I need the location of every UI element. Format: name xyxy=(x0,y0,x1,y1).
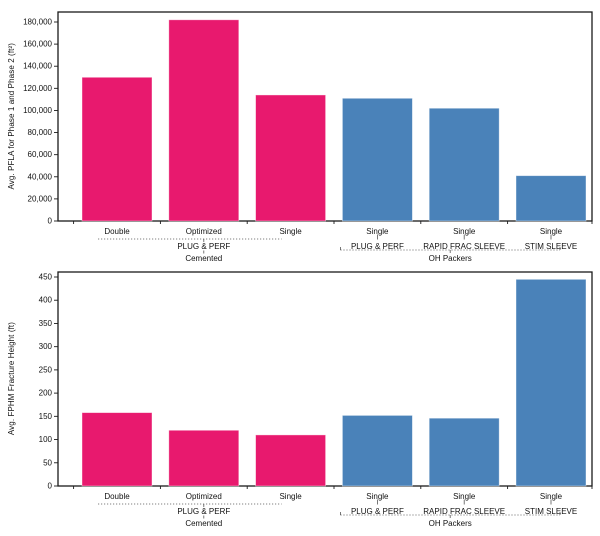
y-tick-label: 250 xyxy=(39,365,53,374)
x-category-label: Single xyxy=(279,227,302,236)
bar-single-3 xyxy=(341,97,413,222)
y-tick-label: 100 xyxy=(39,435,53,444)
x-category-label: Single xyxy=(366,492,389,501)
y-tick-label: 450 xyxy=(39,273,53,282)
y-tick-label: 200 xyxy=(39,389,53,398)
bar-single-2 xyxy=(255,434,327,487)
pfla-plot-area: 0 20,000 40,000 60,000 80,000 100,000 120,000 1… xyxy=(23,11,593,263)
x-category-label: Single xyxy=(453,492,476,501)
bar-double-0 xyxy=(81,412,153,487)
y-tick-label: 350 xyxy=(39,319,53,328)
x-completion-label-cemented: Cemented xyxy=(185,519,222,528)
bar-optimized-1 xyxy=(168,19,240,222)
bar-single-4 xyxy=(428,417,500,487)
bar-double-0 xyxy=(81,76,153,222)
bar-single-5 xyxy=(515,278,587,487)
x-system-label-rapid-frac-sleeve: RAPID FRAC SLEEVE xyxy=(423,507,505,516)
y-tick-label: 400 xyxy=(39,296,53,305)
x-category-label: Optimized xyxy=(186,492,222,501)
y-tick-label: 20,000 xyxy=(28,194,53,203)
y-tick-label: 50 xyxy=(43,458,52,467)
x-system-label-plug-perf: PLUG & PERF xyxy=(177,507,230,516)
y-tick-label: 120,000 xyxy=(23,84,52,93)
x-category-label: Double xyxy=(104,227,130,236)
chart-pfla: Avg. PFLA for Phase 1 and Phase 2 (ft²) … xyxy=(7,11,593,263)
x-completion-label-oh-packers: OH Packers xyxy=(429,254,472,263)
bar-single-4 xyxy=(428,107,500,222)
x-category-label: Double xyxy=(104,492,130,501)
chart-fracture-height: Avg. FPHM Fracture Height (ft) 0 50 100 150… xyxy=(0,268,600,536)
fracture-height-plot-area: 0 50 100 150 200 250 300 350 400 450 Double Optimiz… xyxy=(39,271,593,528)
y-tick-label: 40,000 xyxy=(28,172,53,181)
x-system-label-rapid-frac-sleeve: RAPID FRAC SLEEVE xyxy=(423,242,505,251)
bar-single-2 xyxy=(255,94,327,222)
y-tick-label: 60,000 xyxy=(28,150,53,159)
y-tick-label: 160,000 xyxy=(23,40,52,49)
x-category-label: Optimized xyxy=(186,227,222,236)
y-tick-label: 180,000 xyxy=(23,18,52,27)
x-system-label-plug-perf: PLUG & PERF xyxy=(351,242,404,251)
y-tick-label: 140,000 xyxy=(23,62,52,71)
x-completion-label-oh-packers: OH Packers xyxy=(429,519,472,528)
x-system-label-stim-sleeve: STIM SLEEVE xyxy=(525,507,577,516)
x-category-label: Single xyxy=(366,227,389,236)
x-category-label: Single xyxy=(540,492,563,501)
y-tick-label: 0 xyxy=(48,217,53,226)
x-completion-label-cemented: Cemented xyxy=(185,254,222,263)
x-system-label-stim-sleeve: STIM SLEEVE xyxy=(525,242,577,251)
x-category-label: Single xyxy=(279,492,302,501)
bar-optimized-1 xyxy=(168,429,240,487)
y-tick-label: 0 xyxy=(48,482,53,491)
bar-single-3 xyxy=(341,415,413,487)
y-tick-label: 100,000 xyxy=(23,106,52,115)
y-tick-label: 80,000 xyxy=(28,128,53,137)
x-category-label: Single xyxy=(540,227,563,236)
x-system-label-plug-perf: PLUG & PERF xyxy=(177,242,230,251)
y-tick-label: 300 xyxy=(39,342,53,351)
x-category-label: Single xyxy=(453,227,476,236)
bar-single-5 xyxy=(515,175,587,222)
y-tick-label: 150 xyxy=(39,412,53,421)
x-system-label-plug-perf: PLUG & PERF xyxy=(351,507,404,516)
